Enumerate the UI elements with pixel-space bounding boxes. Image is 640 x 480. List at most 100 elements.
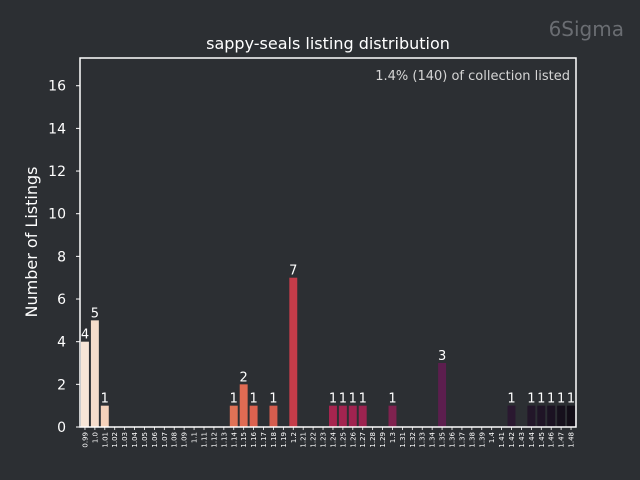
x-tick-label: 1.12 <box>210 432 218 448</box>
x-tick-label: 1.04 <box>131 431 139 447</box>
x-tick-label: 1.37 <box>458 432 466 448</box>
y-tick-label: 4 <box>57 335 66 351</box>
x-tick-label: 1.44 <box>528 431 536 447</box>
bar-value-label: 1 <box>527 392 535 407</box>
bar-labels-layer: 451 121 171 1 1 1 131 1 1 1 1 1 <box>81 264 575 407</box>
bar-value-label: 1 <box>269 392 277 407</box>
bar-value-label: 4 <box>81 328 89 343</box>
x-tick-label: 1.47 <box>558 432 566 448</box>
x-tick-label: 1.0 <box>91 432 99 443</box>
bar-value-label: 5 <box>91 306 99 321</box>
bar-1.26 <box>348 405 357 427</box>
x-tick-label: 1.4 <box>488 431 496 443</box>
y-tick-label: 16 <box>48 79 66 95</box>
x-tick-label: 1.08 <box>171 432 179 448</box>
bar-value-label: 1 <box>101 392 109 407</box>
bar-0.99 <box>80 341 89 427</box>
x-tick-label: 1.32 <box>409 432 417 448</box>
x-tick-label: 1.16 <box>250 431 258 447</box>
chart-title: sappy-seals listing distribution <box>206 34 450 53</box>
x-tick-label: 1.28 <box>369 432 377 448</box>
bar-value-label: 3 <box>438 349 446 364</box>
bar-1.45 <box>537 405 546 427</box>
x-tick-label: 1.09 <box>181 432 189 448</box>
x-tick-label: 1.05 <box>141 432 149 448</box>
x-tick-label: 1.41 <box>498 432 506 448</box>
x-tick-label: 1.33 <box>419 432 427 448</box>
bar-1.24 <box>328 405 337 427</box>
y-tick-label: 10 <box>48 207 66 223</box>
x-tick-label: 1.38 <box>468 432 476 448</box>
x-tick-label: 1.02 <box>111 432 119 448</box>
bar-value-label: 1 <box>230 392 238 407</box>
x-tick-label: 1.2 <box>290 432 298 443</box>
x-tick-label: 1.39 <box>478 432 486 448</box>
bar-value-label: 1 <box>339 392 347 407</box>
bar-value-label: 1 <box>249 392 257 407</box>
x-tick-label: 1.01 <box>101 432 109 448</box>
bar-1.47 <box>557 405 566 427</box>
x-tick-label: 1.18 <box>270 432 278 448</box>
bar-value-label: 1 <box>359 392 367 407</box>
x-tick-label: 1.22 <box>310 432 318 448</box>
x-tick-label: 1.31 <box>399 432 407 448</box>
x-tick-label: 1.45 <box>538 432 546 448</box>
x-tick-label: 1.27 <box>359 432 367 448</box>
bar-1.15 <box>239 384 248 427</box>
x-tick-label: 1.19 <box>280 432 288 448</box>
x-tick-label: 1.07 <box>161 432 169 448</box>
x-tick-label: 0.99 <box>81 432 89 448</box>
x-tick-label: 1.14 <box>230 431 238 447</box>
bar-1.2 <box>289 277 298 427</box>
bar-1.27 <box>358 405 367 427</box>
bar-1.16 <box>249 405 258 427</box>
x-tick-label: 1.36 <box>449 431 457 447</box>
x-tick-label: 1.29 <box>379 432 387 448</box>
bar-value-label: 1 <box>349 392 357 407</box>
y-axis: 0 2 4 6 8 10 12 14 16 <box>48 79 80 436</box>
bar-1.3 <box>388 405 397 427</box>
y-tick-label: 2 <box>57 377 66 393</box>
y-tick-label: 0 <box>57 420 66 436</box>
bar-value-label: 1 <box>547 392 555 407</box>
x-tick-label: 1.15 <box>240 432 248 448</box>
x-tick-label: 1.48 <box>568 432 576 448</box>
x-tick-label: 1.24 <box>329 431 337 447</box>
bar-1.48 <box>567 405 576 427</box>
x-tick-label: 1.25 <box>339 432 347 448</box>
bar-1.01 <box>100 405 109 427</box>
watermark-text: 6Sigma <box>549 17 624 41</box>
x-tick-label: 1.13 <box>220 432 228 448</box>
bar-1.18 <box>269 405 278 427</box>
x-tick-label: 1.43 <box>518 432 526 448</box>
bar-1.44 <box>527 405 536 427</box>
listed-annotation: 1.4% (140) of collection listed <box>375 69 570 84</box>
bar-1.46 <box>547 405 556 427</box>
bar-value-label: 1 <box>557 392 565 407</box>
x-tick-label: 1.03 <box>121 432 129 448</box>
y-tick-label: 14 <box>48 121 66 137</box>
x-tick-label: 1.3 <box>389 432 397 443</box>
bar-value-label: 1 <box>329 392 337 407</box>
x-tick-label: 1.26 <box>349 431 357 447</box>
bar-value-label: 1 <box>388 392 396 407</box>
bar-value-label: 1 <box>567 392 575 407</box>
x-tick-label: 1.17 <box>260 432 268 448</box>
y-tick-label: 12 <box>48 164 66 180</box>
x-tick-label: 1.06 <box>151 431 159 447</box>
y-tick-label: 8 <box>57 249 66 265</box>
x-tick-label: 1.23 <box>320 432 328 448</box>
x-tick-label: 1.34 <box>429 431 437 447</box>
bar-value-label: 1 <box>507 392 515 407</box>
x-tick-label: 1.11 <box>201 432 209 448</box>
x-tick-label: 1.42 <box>508 432 516 448</box>
bar-1.25 <box>338 405 347 427</box>
x-tick-label: 1.35 <box>439 432 447 448</box>
bars-layer <box>80 277 576 427</box>
y-axis-label: Number of Listings <box>22 167 41 318</box>
bar-1.0 <box>90 320 99 427</box>
x-axis: 0.99 1.0 1.01 1.02 1.03 1.04 1.05 1.06 1.07 1.08 1… <box>81 427 576 448</box>
y-tick-label: 6 <box>57 292 66 308</box>
x-tick-label: 1.46 <box>548 431 556 447</box>
